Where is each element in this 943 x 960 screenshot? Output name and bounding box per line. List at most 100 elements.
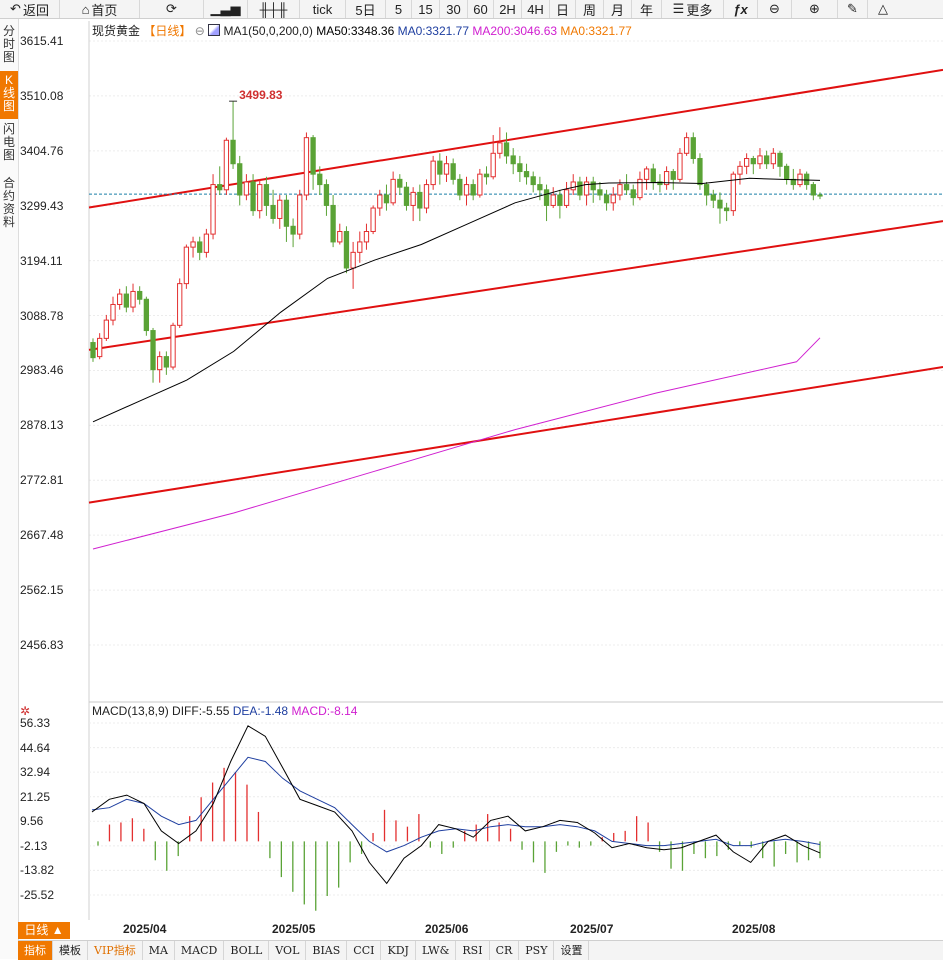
candle-body <box>403 186 410 206</box>
sidebar-item-kline[interactable]: K线图 <box>0 71 18 119</box>
legend-ma-icon[interactable] <box>208 24 221 36</box>
draw-button[interactable]: ✎ <box>838 0 868 18</box>
macd-legend-text: MACD(13,8,9) DIFF:-5.55 DEA:-1.48 MACD:-… <box>92 704 357 718</box>
legend-symbol: 现货黄金 <box>92 24 141 38</box>
legend-ma0: MA0:3321.77 <box>397 24 469 38</box>
collapse-button[interactable]: △ <box>868 0 898 18</box>
candle-body <box>670 171 676 180</box>
tab-year[interactable]: 年 <box>632 0 662 18</box>
tab-rsi[interactable]: RSI <box>456 941 490 960</box>
macd-dea: DEA:-1.48 <box>232 704 289 718</box>
price-tick-label: 2772.81 <box>20 473 64 488</box>
zoom-in-button[interactable]: ⊕ <box>792 0 838 18</box>
tab-lw[interactable]: LW& <box>416 941 457 960</box>
candle-body <box>730 173 736 212</box>
macd-tick-label: 9.56 <box>20 814 44 829</box>
more-button[interactable]: ☰ 更多 <box>662 0 724 18</box>
candle-body <box>743 158 750 167</box>
tab-tick[interactable]: tick <box>300 0 346 18</box>
candle-body <box>517 163 523 173</box>
home-icon: ⌂ <box>81 1 90 17</box>
candle-body <box>103 319 109 339</box>
candle-body <box>550 194 556 206</box>
candle-body <box>243 181 250 196</box>
back-button[interactable]: ↶ 返回 <box>0 0 60 18</box>
tab-60m[interactable]: 60 <box>468 0 494 18</box>
candle-body <box>810 184 816 196</box>
candle-body <box>617 184 623 196</box>
high-annotation: 3499.83 <box>239 88 283 102</box>
tab-cr[interactable]: CR <box>490 941 520 960</box>
zoom-out-icon: ⊖ <box>769 1 780 16</box>
tab-template[interactable]: 模板 <box>53 941 88 960</box>
price-tick-label: 2667.48 <box>20 528 64 543</box>
tab-vip-indicator[interactable]: VIP指标 <box>88 941 143 960</box>
candle-body <box>363 230 370 243</box>
tab-vol[interactable]: VOL <box>269 941 307 960</box>
channel-line <box>88 366 943 504</box>
tab-2h[interactable]: 2H <box>494 0 522 18</box>
ma200-line <box>92 337 821 550</box>
home-button[interactable]: ⌂ 首页 <box>60 0 140 18</box>
tab-4h[interactable]: 4H <box>522 0 550 18</box>
refresh-button[interactable]: ⟳ <box>140 0 204 18</box>
legend-ma50: MA50:3348.36 <box>316 24 395 38</box>
tab-psy[interactable]: PSY <box>519 941 555 960</box>
sidebar-item-contract[interactable]: 合约资料 <box>0 177 18 229</box>
tab-indicator[interactable]: 指标 <box>18 941 53 960</box>
candle-body <box>357 241 363 253</box>
macd-tick-label: 32.94 <box>20 765 51 780</box>
tab-boll[interactable]: BOLL <box>224 941 270 960</box>
candle-body <box>690 137 696 160</box>
candle-body <box>90 342 96 359</box>
candle-body <box>223 139 230 191</box>
tab-5d[interactable]: 5日 <box>346 0 386 18</box>
tab-bias[interactable]: BIAS <box>306 941 348 960</box>
macd-settings-icon[interactable]: ✲ <box>20 704 31 718</box>
candle-body <box>630 189 636 199</box>
candle-body <box>410 191 416 206</box>
candle-body <box>710 194 716 201</box>
tab-15m[interactable]: 15 <box>412 0 440 18</box>
tab-month[interactable]: 月 <box>604 0 632 18</box>
tab-settings[interactable]: 设置 <box>554 941 590 960</box>
period-range-button[interactable]: 日线 ▲ <box>18 922 70 939</box>
tab-macd[interactable]: MACD <box>175 941 225 960</box>
candle-body <box>570 181 576 191</box>
candle-chart-button[interactable]: ╫┼╫ <box>248 0 300 18</box>
candle-body <box>423 184 430 209</box>
candles: 3499.83 <box>90 88 823 383</box>
candle-body <box>677 152 683 180</box>
tab-week[interactable]: 周 <box>576 0 604 18</box>
candle-body <box>763 155 770 165</box>
tab-kdj[interactable]: KDJ <box>381 941 416 960</box>
formula-button[interactable]: ƒx <box>724 0 758 18</box>
sidebar-item-flash[interactable]: 闪电图 <box>0 123 18 162</box>
tab-cci[interactable]: CCI <box>347 941 382 960</box>
candle-body <box>210 184 216 235</box>
legend-period[interactable]: 【日线】 <box>143 24 192 38</box>
tab-30m[interactable]: 30 <box>440 0 468 18</box>
candle-body <box>130 290 136 308</box>
macd-legend: ✲ <box>20 704 30 718</box>
candle-body <box>170 324 176 368</box>
zoom-out-button[interactable]: ⊖ <box>758 0 792 18</box>
tab-day[interactable]: 日 <box>550 0 576 18</box>
price-tick-label: 3088.78 <box>20 308 64 323</box>
macd-value: MACD:-8.14 <box>291 704 358 718</box>
candle-body <box>603 194 610 204</box>
line-chart-button[interactable]: ▁▃▅ <box>204 0 248 18</box>
tab-5m[interactable]: 5 <box>386 0 412 18</box>
candle-body <box>543 189 550 206</box>
candle-body <box>157 356 163 371</box>
price-tick-label: 3510.08 <box>20 88 64 103</box>
legend-collapse-icon[interactable]: ⊖ <box>194 24 205 38</box>
sidebar-timeshare-label: 分时图 <box>3 24 16 64</box>
candle-body <box>257 184 263 212</box>
candle-body <box>163 356 170 368</box>
candle-body <box>417 191 423 209</box>
sidebar-item-timeshare[interactable]: 分时图 <box>0 25 18 64</box>
indicator-tab-bar: 指标 模板 VIP指标 MA MACD BOLL VOL BIAS CCI KD… <box>18 940 943 960</box>
tab-ma[interactable]: MA <box>143 941 175 960</box>
